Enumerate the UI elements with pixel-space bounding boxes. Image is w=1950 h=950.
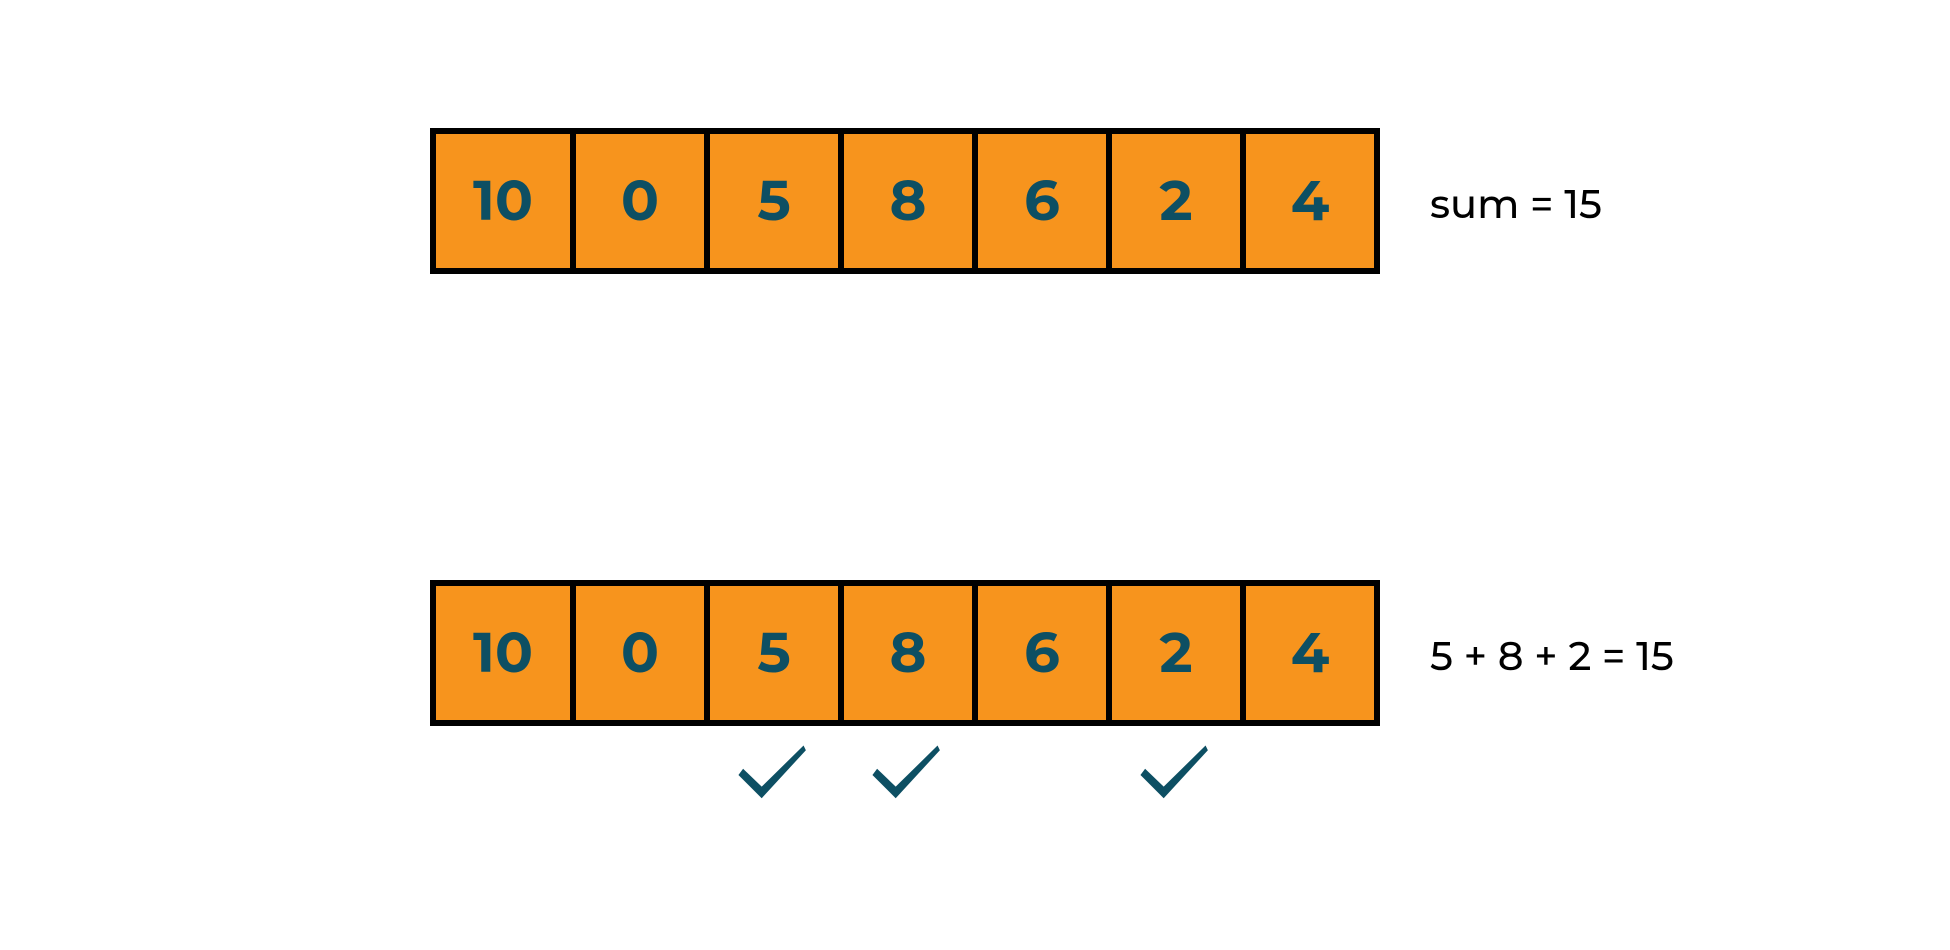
array-bottom-check-icon-2 (732, 744, 810, 811)
array-top-cell-5: 2 (1106, 134, 1240, 268)
array-top: 10058624 (430, 128, 1380, 274)
array-bottom-cell-4: 6 (972, 586, 1106, 720)
array-top-cell-6: 4 (1240, 134, 1374, 268)
array-bottom-cell-6: 4 (1240, 586, 1374, 720)
array-bottom-cell-2: 5 (704, 586, 838, 720)
array-bottom-check-icon-5 (1134, 744, 1212, 811)
array-bottom-cell-5: 2 (1106, 586, 1240, 720)
array-top-cell-1: 0 (570, 134, 704, 268)
array-top-cell-2: 5 (704, 134, 838, 268)
array-bottom-cell-1: 0 (570, 586, 704, 720)
array-top-cell-4: 6 (972, 134, 1106, 268)
array-bottom-label: 5 + 8 + 2 = 15 (1430, 632, 1674, 681)
array-bottom-cell-0: 10 (436, 586, 570, 720)
array-bottom: 10058624 (430, 580, 1380, 726)
array-bottom-cell-3: 8 (838, 586, 972, 720)
array-bottom-check-icon-3 (866, 744, 944, 811)
array-top-cell-0: 10 (436, 134, 570, 268)
array-top-label: sum = 15 (1430, 180, 1602, 229)
array-top-cell-3: 8 (838, 134, 972, 268)
